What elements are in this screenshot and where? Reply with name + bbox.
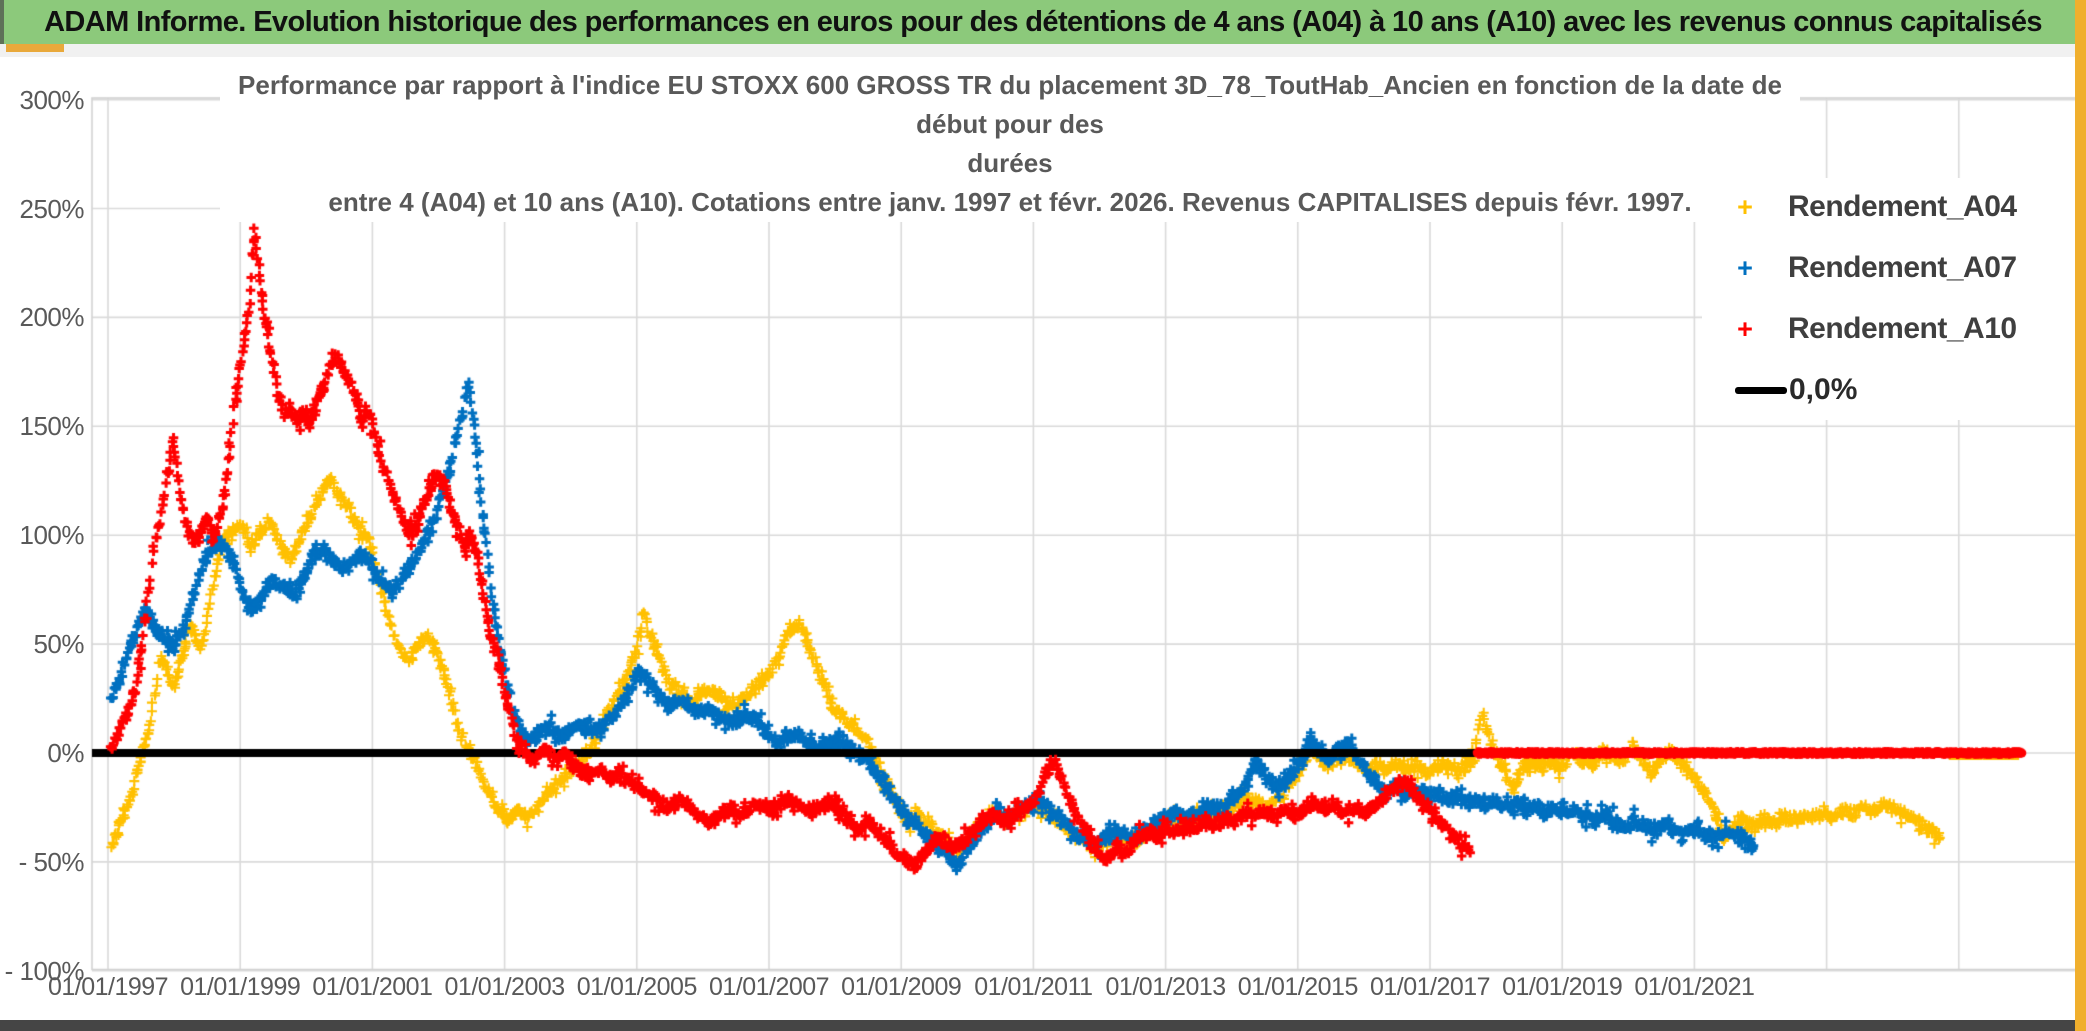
- legend-label: Rendement_A10: [1788, 312, 2017, 345]
- legend-label: 0,0%: [1789, 373, 1858, 406]
- window-edge: [0, 0, 4, 44]
- y-tick-label: 0%: [47, 738, 84, 768]
- y-tick-label: 50%: [33, 629, 84, 660]
- x-tick-label: 01/01/1999: [180, 973, 301, 1001]
- legend-item-zero-line: 0,0%: [1702, 361, 2076, 419]
- legend-label: Rendement_A04: [1788, 190, 2017, 223]
- y-tick-label: 250%: [19, 193, 85, 224]
- y-tick-label: 300%: [19, 84, 85, 115]
- x-tick-label: 01/01/2005: [576, 973, 698, 1001]
- x-tick-label: 01/01/2011: [974, 973, 1093, 1001]
- x-tick-label: 01/01/2013: [1105, 973, 1227, 1001]
- x-tick-label: 01/01/2007: [708, 973, 830, 1001]
- x-tick-label: 01/01/2003: [444, 973, 566, 1001]
- bottom-window-bar: [0, 1020, 2086, 1031]
- x-tick-label: 01/01/2019: [1502, 973, 1623, 1001]
- plus-marker-icon: +: [1737, 192, 1753, 222]
- legend-item-rendement-a07: + Rendement_A07: [1702, 239, 2076, 297]
- x-tick-label: 01/01/2021: [1634, 973, 1755, 1001]
- legend-item-rendement-a04: + Rendement_A04: [1702, 178, 2076, 236]
- y-tick-label: 150%: [19, 411, 85, 442]
- x-tick-label: 01/01/1997: [47, 973, 169, 1001]
- header-divider-band: [0, 44, 2086, 57]
- y-tick-label: - 100%: [4, 955, 85, 986]
- legend-item-rendement-a10: + Rendement_A10: [1702, 300, 2076, 358]
- gold-accent-tab: [6, 44, 64, 52]
- chart-title-line-1: Performance par rapport à l'indice EU ST…: [238, 70, 1782, 139]
- chart-legend: + Rendement_A04 + Rendement_A07 + Rendem…: [1702, 178, 2076, 420]
- y-tick-label: 200%: [19, 302, 85, 333]
- chart-title: Performance par rapport à l'indice EU ST…: [220, 66, 1800, 222]
- zero-line-marker-icon: [1735, 386, 1787, 394]
- gold-accent-right-bar: [2075, 0, 2086, 1031]
- x-tick-label: 01/01/2009: [841, 973, 962, 1001]
- x-tick-label: 01/01/2017: [1369, 973, 1491, 1001]
- y-tick-label: - 50%: [18, 846, 85, 877]
- plus-marker-icon: +: [1737, 253, 1753, 283]
- x-tick-label: 01/01/2001: [312, 973, 433, 1001]
- report-header-title: ADAM Informe. Evolution historique des p…: [0, 0, 2086, 44]
- x-tick-label: 01/01/2015: [1237, 973, 1359, 1001]
- y-tick-label: 100%: [19, 520, 85, 551]
- plus-marker-icon: +: [1737, 314, 1753, 344]
- legend-label: Rendement_A07: [1788, 251, 2017, 284]
- chart-title-line-3: entre 4 (A04) et 10 ans (A10). Cotations…: [328, 187, 1692, 217]
- chart-title-line-2: durées: [967, 148, 1053, 178]
